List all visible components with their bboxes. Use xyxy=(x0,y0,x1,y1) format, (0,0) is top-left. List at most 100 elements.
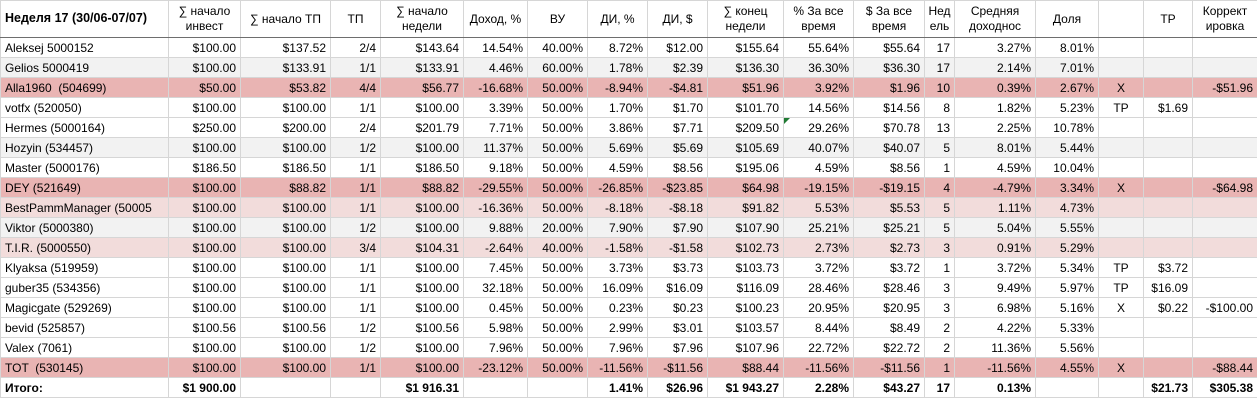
cell-sum-end-week[interactable]: $136.30 xyxy=(707,57,784,78)
cell-pct-all-time[interactable]: 36.30% xyxy=(783,57,854,78)
cell-di-pct[interactable]: 1.70% xyxy=(587,97,648,118)
cell-tp[interactable]: 1/2 xyxy=(330,317,381,338)
cell-pct-all-time[interactable]: 3.72% xyxy=(783,257,854,278)
cell-usd-all-time[interactable]: $20.95 xyxy=(853,297,925,318)
cell-name[interactable]: Master (5000176) xyxy=(0,157,169,178)
cell-pct-all-time[interactable]: 2.73% xyxy=(783,237,854,258)
cell-vu[interactable]: 50.00% xyxy=(527,197,588,218)
cell-avg-return[interactable]: 2.14% xyxy=(954,57,1036,78)
cell-sum-start-invest[interactable]: $100.00 xyxy=(168,57,241,78)
cell-avg-return[interactable]: 0.39% xyxy=(954,77,1036,98)
cell-sum-start-tp[interactable]: $100.00 xyxy=(240,137,331,158)
cell-tp[interactable]: 1/1 xyxy=(330,277,381,298)
cell-usd-all-time[interactable]: $22.72 xyxy=(853,337,925,358)
cell-name[interactable]: Aleksej 5000152 xyxy=(0,37,169,58)
cell-flag[interactable] xyxy=(1098,37,1144,58)
cell-di-usd[interactable]: $1.70 xyxy=(647,97,708,118)
cell-sum-start-week[interactable]: $186.50 xyxy=(380,157,464,178)
cell-tr[interactable] xyxy=(1143,57,1193,78)
cell-share[interactable]: 5.56% xyxy=(1035,337,1099,358)
cell-tp[interactable]: 2/4 xyxy=(330,117,381,138)
cell-usd-all-time[interactable]: $28.46 xyxy=(853,277,925,298)
cell-name[interactable]: Klyaksa (519959) xyxy=(0,257,169,278)
cell-tp[interactable]: 1/1 xyxy=(330,97,381,118)
cell-income-pct[interactable]: -29.55% xyxy=(463,177,528,198)
cell-name[interactable]: bevid (525857) xyxy=(0,317,169,338)
cell-usd-all-time[interactable]: $2.73 xyxy=(853,237,925,258)
cell-weeks[interactable]: 3 xyxy=(924,297,955,318)
cell-sum-start-tp[interactable]: $88.82 xyxy=(240,177,331,198)
cell-flag[interactable] xyxy=(1098,137,1144,158)
cell-di-pct[interactable]: 16.09% xyxy=(587,277,648,298)
cell-avg-return[interactable]: 8.01% xyxy=(954,137,1036,158)
cell-share[interactable]: 5.16% xyxy=(1035,297,1099,318)
cell-tp[interactable]: 1/1 xyxy=(330,177,381,198)
cell-sum-start-tp[interactable]: $100.00 xyxy=(240,217,331,238)
cell-tr[interactable] xyxy=(1143,197,1193,218)
cell-correction[interactable] xyxy=(1192,237,1257,258)
cell-avg-return[interactable]: 0.13% xyxy=(954,377,1036,398)
cell-sum-end-week[interactable]: $107.96 xyxy=(707,337,784,358)
cell-di-pct[interactable]: 7.90% xyxy=(587,217,648,238)
header-cell-usd-all-time[interactable]: $ За все время xyxy=(853,0,925,38)
header-cell-income-pct[interactable]: Доход, % xyxy=(463,0,528,38)
cell-tp[interactable]: 1/1 xyxy=(330,57,381,78)
cell-vu[interactable] xyxy=(527,377,588,398)
cell-flag[interactable] xyxy=(1098,197,1144,218)
cell-name[interactable]: Hermes (5000164) xyxy=(0,117,169,138)
cell-name[interactable]: TOT (530145) xyxy=(0,357,169,378)
cell-name[interactable]: Hozyin (534457) xyxy=(0,137,169,158)
header-cell-name[interactable]: Неделя 17 (30/06-07/07) xyxy=(0,0,169,38)
cell-sum-end-week[interactable]: $116.09 xyxy=(707,277,784,298)
cell-di-pct[interactable]: 3.86% xyxy=(587,117,648,138)
cell-sum-start-week[interactable]: $100.00 xyxy=(380,297,464,318)
cell-sum-start-tp[interactable]: $100.00 xyxy=(240,237,331,258)
cell-name[interactable]: DEY (521649) xyxy=(0,177,169,198)
cell-share[interactable]: 4.55% xyxy=(1035,357,1099,378)
cell-tr[interactable] xyxy=(1143,237,1193,258)
cell-correction[interactable] xyxy=(1192,197,1257,218)
cell-di-usd[interactable]: -$1.58 xyxy=(647,237,708,258)
cell-sum-start-tp[interactable]: $100.00 xyxy=(240,97,331,118)
cell-tr[interactable] xyxy=(1143,37,1193,58)
cell-sum-start-invest[interactable]: $50.00 xyxy=(168,77,241,98)
cell-sum-start-tp[interactable]: $186.50 xyxy=(240,157,331,178)
cell-correction[interactable] xyxy=(1192,217,1257,238)
cell-income-pct[interactable]: 14.54% xyxy=(463,37,528,58)
header-cell-sum-start-tp[interactable]: ∑ начало ТП xyxy=(240,0,331,38)
cell-tr[interactable] xyxy=(1143,177,1193,198)
cell-share[interactable]: 5.33% xyxy=(1035,317,1099,338)
cell-weeks[interactable]: 8 xyxy=(924,97,955,118)
cell-correction[interactable] xyxy=(1192,157,1257,178)
cell-sum-start-week[interactable]: $100.00 xyxy=(380,217,464,238)
cell-share[interactable] xyxy=(1035,377,1099,398)
cell-name[interactable]: guber35 (534356) xyxy=(0,277,169,298)
cell-di-pct[interactable]: 1.78% xyxy=(587,57,648,78)
cell-weeks[interactable]: 5 xyxy=(924,217,955,238)
cell-di-pct[interactable]: 1.41% xyxy=(587,377,648,398)
header-cell-correction[interactable]: Коррект ировка xyxy=(1192,0,1257,38)
cell-vu[interactable]: 50.00% xyxy=(527,137,588,158)
cell-pct-all-time[interactable]: -11.56% xyxy=(783,357,854,378)
cell-usd-all-time[interactable]: $55.64 xyxy=(853,37,925,58)
cell-avg-return[interactable]: 2.25% xyxy=(954,117,1036,138)
cell-vu[interactable]: 20.00% xyxy=(527,217,588,238)
cell-sum-end-week[interactable]: $155.64 xyxy=(707,37,784,58)
cell-sum-start-week[interactable]: $100.00 xyxy=(380,97,464,118)
cell-weeks[interactable]: 10 xyxy=(924,77,955,98)
cell-sum-start-week[interactable]: $104.31 xyxy=(380,237,464,258)
cell-pct-all-time[interactable]: 22.72% xyxy=(783,337,854,358)
cell-di-usd[interactable]: $2.39 xyxy=(647,57,708,78)
header-cell-tp[interactable]: ТП xyxy=(330,0,381,38)
cell-sum-end-week[interactable]: $102.73 xyxy=(707,237,784,258)
cell-sum-start-invest[interactable]: $100.00 xyxy=(168,177,241,198)
cell-flag[interactable] xyxy=(1098,237,1144,258)
cell-flag[interactable] xyxy=(1098,57,1144,78)
cell-tp[interactable] xyxy=(330,377,381,398)
cell-di-usd[interactable]: $26.96 xyxy=(647,377,708,398)
cell-name[interactable]: votfx (520050) xyxy=(0,97,169,118)
cell-avg-return[interactable]: 9.49% xyxy=(954,277,1036,298)
cell-tp[interactable]: 1/2 xyxy=(330,217,381,238)
cell-sum-start-invest[interactable]: $186.50 xyxy=(168,157,241,178)
cell-sum-end-week[interactable]: $103.73 xyxy=(707,257,784,278)
